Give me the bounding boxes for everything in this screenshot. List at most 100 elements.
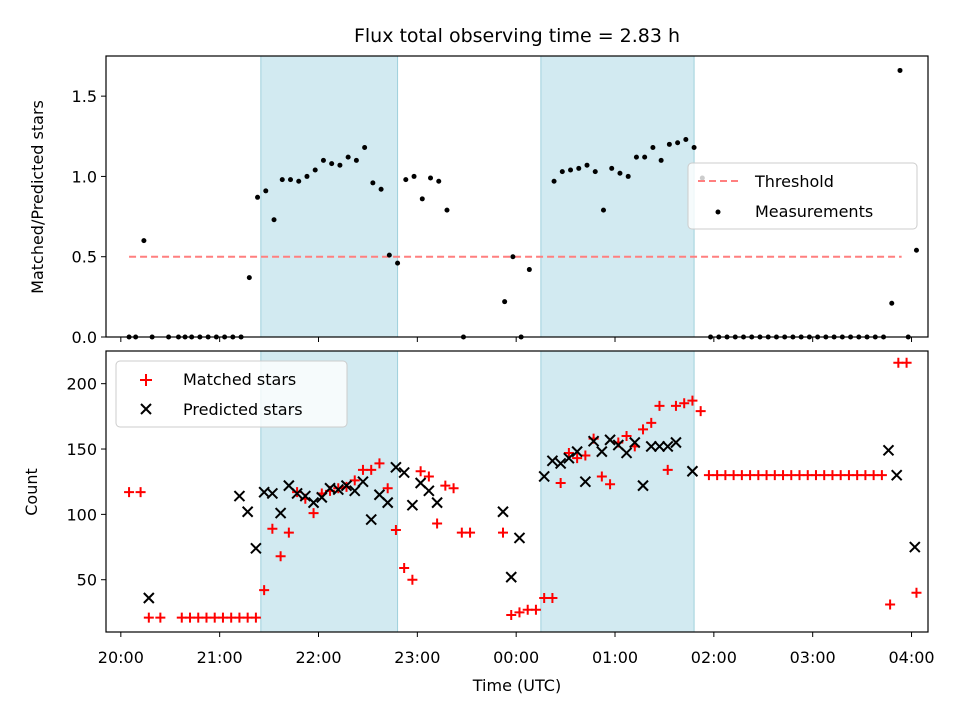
measurement-point: [889, 300, 895, 306]
matched-star-point: [135, 487, 146, 498]
predicted-star-point: [563, 452, 575, 464]
matched-legend-swatch: [140, 374, 152, 386]
predicted-star-point: [890, 469, 903, 481]
predicted-star-point: [307, 496, 320, 509]
matched-star-point: [440, 480, 451, 491]
measurement-point: [395, 260, 401, 266]
predicted-star-point: [670, 436, 682, 449]
predicted-star-point: [596, 445, 608, 458]
shaded-interval-1: [260, 55, 399, 338]
measurement-point: [633, 154, 639, 160]
predicted-star-point: [538, 470, 550, 483]
top-shaded-regions: [260, 55, 695, 338]
x-tick-label: 00:00: [493, 648, 539, 667]
measurement-point: [428, 175, 434, 181]
measurement-point: [304, 173, 310, 179]
predicted-star-point: [423, 485, 435, 497]
matched-star-point: [448, 483, 459, 494]
top-legend: Threshold Measurements: [687, 162, 918, 230]
matched-star-point: [679, 398, 690, 409]
matched-star-point: [670, 400, 681, 411]
measurement-point: [897, 67, 903, 73]
predicted-star-point: [571, 445, 583, 458]
predicted-star-point: [604, 434, 616, 446]
matched-star-point: [250, 612, 261, 623]
matched-star-point: [267, 523, 278, 534]
measurement-point: [913, 247, 919, 253]
predicted-star-point: [316, 491, 328, 504]
measurements-legend-swatch: [715, 209, 721, 215]
matched-star-point: [596, 471, 607, 482]
top-plot-frame: [105, 55, 929, 338]
matched-star-point: [308, 508, 319, 519]
matched-star-point: [911, 587, 922, 598]
top-x-ticks: [120, 337, 913, 342]
matched-star-point: [497, 527, 508, 538]
predicted-legend-label: Predicted stars: [183, 400, 303, 419]
measurement-point: [345, 154, 351, 160]
measurement-point: [592, 169, 598, 175]
measurement-point: [362, 145, 368, 151]
matched-star-point: [432, 518, 443, 529]
measurement-point: [436, 178, 442, 184]
measurement-point: [683, 136, 689, 142]
matched-star-point: [407, 574, 418, 585]
top-y-ticks: 0.0 0.5 1.0 1.5: [72, 87, 106, 347]
predicted-star-point: [349, 485, 361, 497]
y-tick-label: 1.5: [72, 87, 97, 106]
measurement-point: [642, 154, 648, 160]
measurement-point: [296, 178, 302, 184]
x-tick-label: 20:00: [98, 648, 144, 667]
predicted-star-point: [250, 542, 262, 555]
predicted-star-point: [390, 461, 402, 474]
measurement-point: [650, 145, 656, 151]
y-tick-label: 200: [66, 375, 97, 394]
bottom-panel: 50 100 150 200 20:00 21:00 22:00 23:00 00:00 01:…: [22, 350, 935, 695]
measurement-point: [312, 167, 318, 173]
bottom-legend-box: [115, 360, 348, 428]
measurement-point: [246, 275, 252, 281]
top-legend-box: [687, 162, 918, 230]
predicted-star-point: [143, 592, 155, 604]
y-tick-label: 50: [77, 571, 97, 590]
matched-star-point: [662, 464, 673, 475]
predicted-star-point: [241, 506, 254, 518]
measurement-point: [287, 177, 293, 183]
predicted-star-point: [579, 475, 592, 488]
predicted-star-point: [909, 541, 921, 553]
matched-star-point: [155, 612, 166, 623]
x-tick-label: 21:00: [197, 648, 243, 667]
predicted-star-point: [497, 506, 509, 518]
matched-star-point: [646, 417, 657, 428]
top-y-axis-label: Matched/Predicted stars: [28, 100, 47, 294]
shaded-interval-2: [540, 350, 695, 633]
predicted-star-point: [505, 571, 517, 583]
top-panel: 0.0 0.5 1.0 1.5 Matched/Predicted stars Thr…: [28, 55, 929, 347]
predicted-star-point: [381, 496, 394, 509]
matched-star-point: [382, 483, 393, 494]
measurement-point: [526, 267, 532, 273]
bottom-x-ticks: 20:00 21:00 22:00 23:00 00:00 01:00 02:00 03:00…: [98, 632, 935, 667]
measurement-point: [568, 167, 574, 173]
predicted-star-point: [637, 479, 649, 492]
bottom-plot-frame: [105, 350, 929, 633]
measurement-point: [600, 207, 606, 213]
bottom-y-axis-label: Count: [22, 468, 41, 516]
measurement-point: [141, 238, 147, 244]
y-tick-label: 0.5: [72, 248, 97, 267]
measurement-point: [279, 177, 285, 183]
matched-star-point: [621, 430, 632, 441]
predicted-star-point: [587, 435, 600, 447]
predicted-star-point: [332, 483, 344, 496]
measurement-point: [255, 194, 261, 200]
matched-star-point: [885, 599, 896, 610]
predicted-star-point: [340, 479, 353, 492]
measurement-point: [378, 186, 384, 192]
matched-star-point: [259, 585, 270, 596]
measurement-point: [271, 217, 277, 223]
predicted-star-point: [686, 465, 699, 477]
measurement-point: [329, 161, 335, 167]
matched-star-point: [374, 458, 385, 469]
matched-legend-label: Matched stars: [183, 370, 296, 389]
